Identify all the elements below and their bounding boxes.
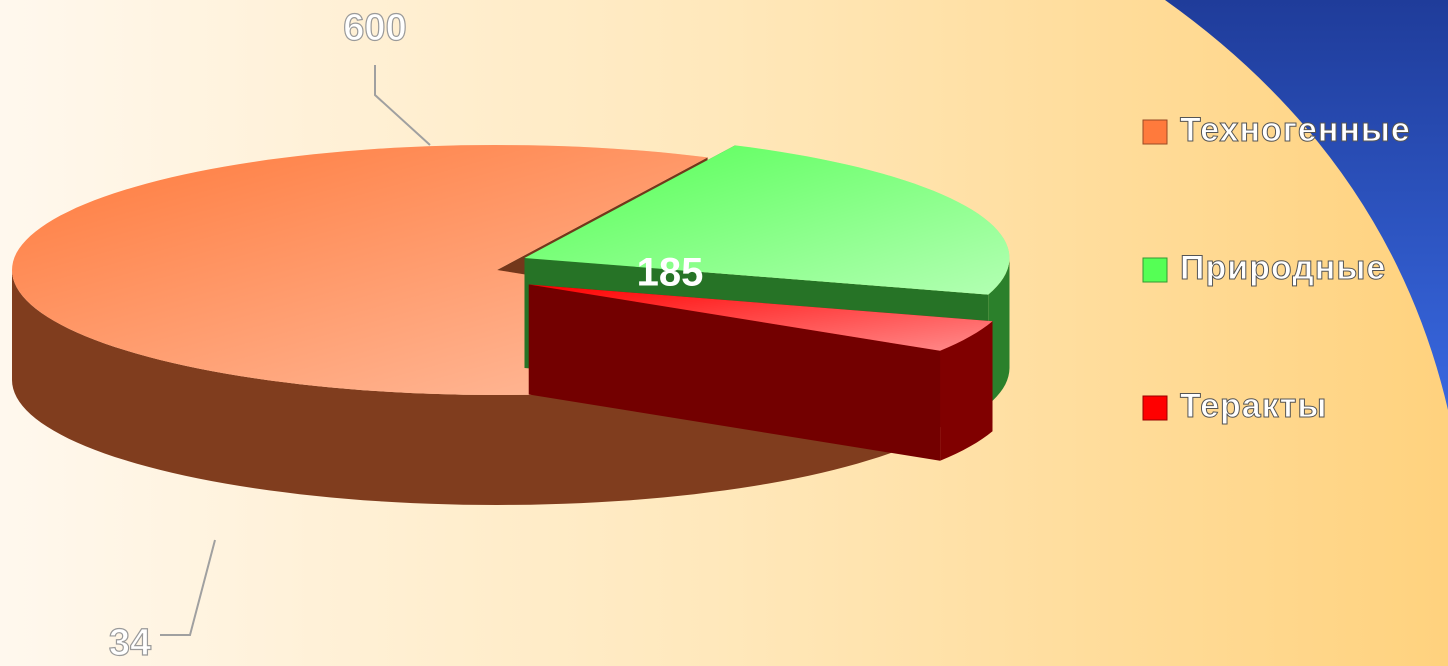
- leader-line: [374, 65, 431, 146]
- legend-label: Техногенные: [1180, 111, 1411, 149]
- data-label: 34: [109, 622, 151, 664]
- legend-swatch: [1142, 119, 1168, 145]
- legend-swatch: [1142, 257, 1168, 283]
- slice-highlight: [528, 284, 993, 351]
- legend-label: Природные: [1180, 249, 1386, 287]
- data-label: 600: [343, 7, 406, 49]
- pie: [12, 145, 1010, 505]
- leader-line: [160, 539, 216, 636]
- legend-swatch: [1142, 395, 1168, 421]
- slice-wall: [940, 321, 993, 461]
- data-label: 185: [637, 251, 704, 295]
- legend: Техногенные Природные Теракты: [1142, 110, 1411, 425]
- slice-side: [528, 284, 941, 461]
- slice-wall: [988, 258, 1010, 405]
- slice-highlight: [524, 145, 1010, 295]
- decor-swoosh: [1165, 0, 1448, 410]
- slice-wall: [12, 270, 909, 505]
- legend-label: Теракты: [1180, 387, 1327, 425]
- labels: 600 185 34: [108, 6, 704, 664]
